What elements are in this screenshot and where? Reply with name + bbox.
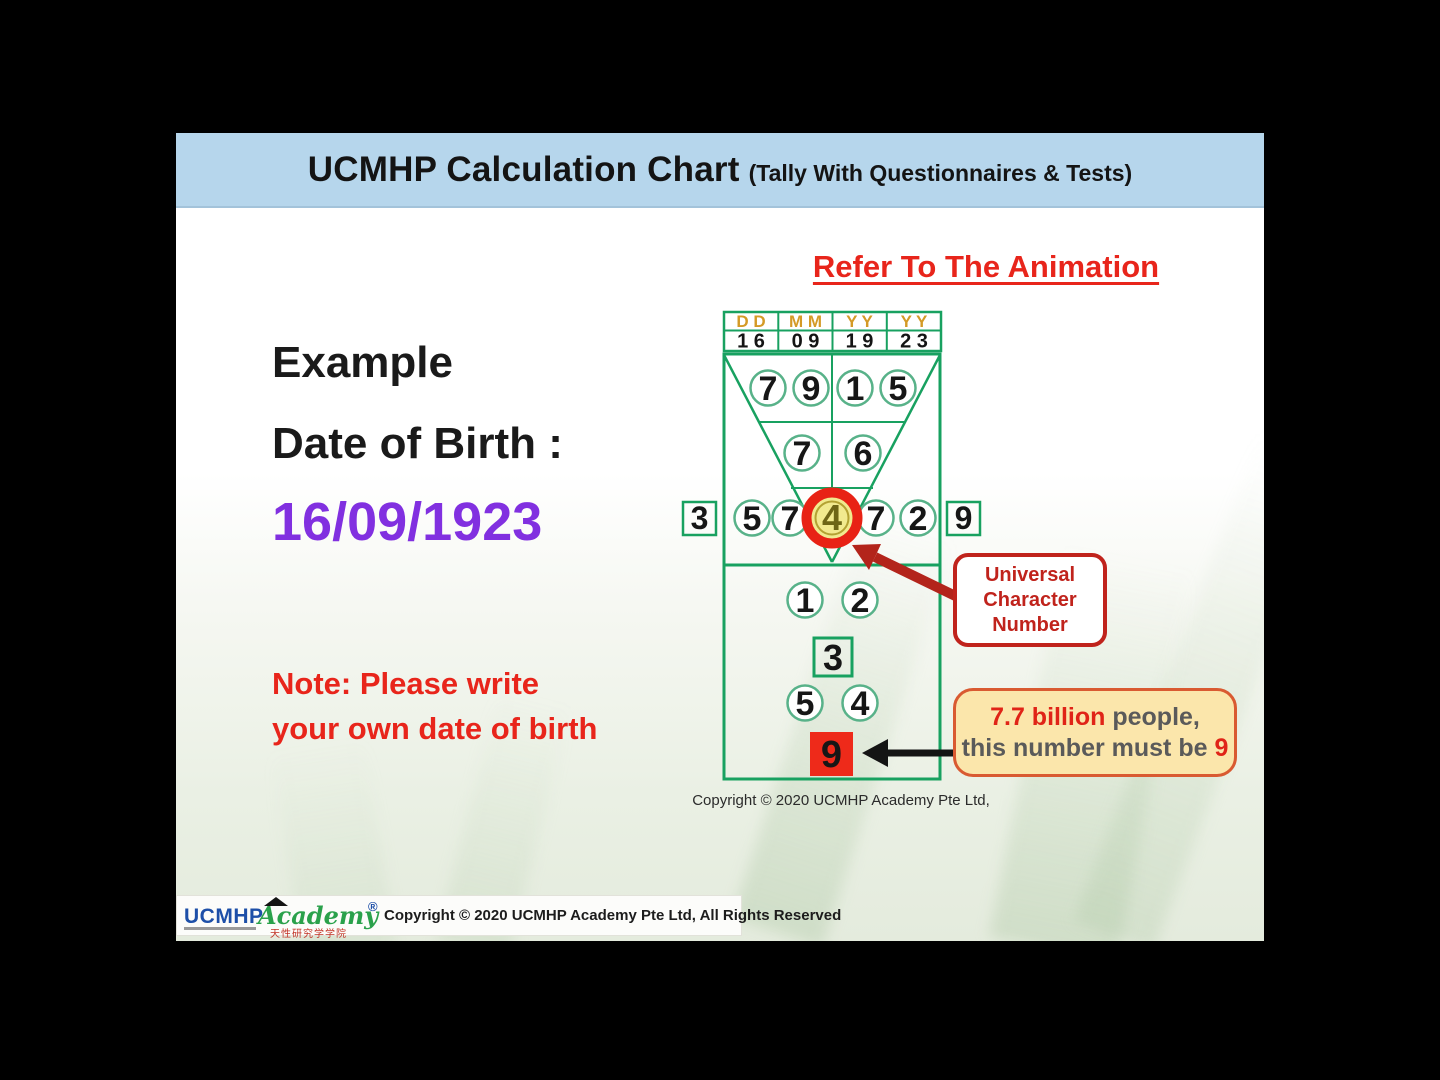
digit: 3	[823, 637, 843, 678]
highlight-yellow-disc	[811, 497, 853, 539]
number-circle	[733, 499, 771, 537]
billion-people-callout: 7.7 billion people, this number must be …	[953, 688, 1237, 777]
digit: 1	[846, 370, 865, 408]
callout-line: Number	[992, 613, 1068, 636]
digit: 1	[796, 582, 815, 620]
note-line-1: Note: Please write	[272, 666, 540, 701]
table-value-yy2: 2 3	[900, 331, 928, 353]
number-circle	[786, 581, 824, 619]
title-subtitle: (Tally With Questionnaires & Tests)	[748, 159, 1133, 186]
logo-ucmhp-text: UCMHP	[184, 904, 264, 928]
digit: 4	[851, 685, 870, 723]
billion-bold: 7.7 billion	[990, 702, 1106, 731]
number-circle	[844, 434, 882, 472]
registered-mark: ®	[368, 898, 378, 914]
table-value-dd: 1 6	[737, 331, 765, 353]
billion-bold: 9	[1214, 733, 1229, 762]
footer-copyright: Copyright © 2020 UCMHP Academy Pte Ltd, …	[384, 907, 842, 924]
highlighted-digit: 4	[822, 497, 842, 538]
graduation-cap-icon	[264, 896, 288, 906]
billion-rest: this number must be	[961, 733, 1215, 762]
number-circle	[841, 581, 879, 619]
universal-character-number-callout: Universal Character Number	[953, 553, 1107, 647]
universal-character-number-highlight: 4	[801, 487, 863, 549]
bottom-square	[812, 636, 854, 678]
note-text: Note: Please write your own date of birt…	[272, 661, 598, 751]
digit: 7	[781, 500, 800, 538]
red-arrow-head	[852, 544, 881, 570]
number-circle	[836, 369, 874, 407]
date-of-birth-value: 16/09/1923	[272, 492, 543, 552]
digit: 5	[743, 500, 762, 538]
number-circle	[792, 369, 830, 407]
digit: 9	[955, 500, 973, 536]
side-squares: 3 9	[681, 500, 982, 537]
number-circle	[899, 499, 937, 537]
footer-bar: UCMHP Academy ® 天性研究学学院 Copyright © 2020…	[176, 895, 841, 940]
title-main: UCMHP Calculation Chart	[307, 149, 740, 189]
chart-frame	[722, 352, 942, 781]
black-arrow	[862, 739, 956, 767]
callout-line: Character	[983, 588, 1077, 611]
table-header-mm: M M	[789, 312, 822, 331]
digit: 7	[867, 500, 886, 538]
logo-underline	[184, 926, 256, 930]
number-circle	[841, 684, 879, 722]
slide-title: UCMHP Calculation Chart (Tally With Ques…	[308, 150, 1132, 190]
date-table: D D M M Y Y Y Y 1 6 0 9 1 9 2 3	[722, 310, 943, 353]
highlight-inner-ring	[814, 500, 850, 536]
chart-copyright: Copyright © 2020 UCMHP Academy Pte Ltd,	[692, 792, 990, 809]
table-value-yy1: 1 9	[846, 331, 874, 353]
digit: 7	[759, 370, 778, 408]
right-square	[945, 500, 982, 537]
highlight-red-ring	[801, 487, 863, 549]
callout-line: Universal	[984, 563, 1076, 586]
logo-chinese-text: 天性研究学学院	[270, 928, 347, 940]
table-header-dd: D D	[736, 312, 765, 331]
number-circle	[879, 369, 917, 407]
calculation-chart: D D M M Y Y Y Y 1 6 0 9 1 9 2 3 7 9	[681, 310, 982, 781]
number-circle	[786, 684, 824, 722]
table-value-mm: 0 9	[792, 331, 820, 353]
ucmhp-academy-logo: UCMHP Academy ® 天性研究学学院	[182, 896, 378, 940]
digit: 5	[889, 370, 908, 408]
table-header-yy2: Y Y	[901, 312, 928, 331]
left-square	[681, 500, 718, 537]
red-square	[810, 732, 853, 776]
bottom-section: 1 2 3 5 4 9	[786, 581, 879, 776]
funnel-row-2: 7 6	[783, 434, 882, 473]
note-line-2: your own date of birth	[272, 711, 598, 746]
funnel-row-1: 7 9 1 5	[749, 369, 917, 408]
callout-line: 7.7 billion people,	[956, 702, 1234, 733]
digit: 5	[796, 685, 815, 723]
digit: 7	[793, 435, 812, 473]
example-heading: Example	[272, 338, 453, 387]
digit: 3	[691, 500, 709, 536]
slide-header: UCMHP Calculation Chart (Tally With Ques…	[176, 133, 1264, 208]
slide: UCMHP Calculation Chart (Tally With Ques…	[176, 133, 1264, 941]
refer-animation-link[interactable]: Refer To The Animation	[812, 249, 1160, 284]
digit: 9	[802, 370, 821, 408]
digit: 9	[821, 734, 842, 776]
digit: 2	[851, 582, 870, 620]
billion-rest: people,	[1105, 702, 1200, 731]
black-arrow-head	[862, 739, 888, 767]
logo-academy-text: Academy	[258, 900, 379, 930]
table-header-yy1: Y Y	[846, 312, 873, 331]
date-of-birth-label: Date of Birth :	[272, 419, 563, 468]
digit: 6	[854, 435, 873, 473]
digit: 2	[909, 500, 928, 538]
number-circle	[783, 434, 821, 472]
number-circle	[749, 369, 787, 407]
callout-line: this number must be 9	[956, 733, 1234, 764]
funnel-row-3: 5 7 7 2	[733, 499, 937, 538]
